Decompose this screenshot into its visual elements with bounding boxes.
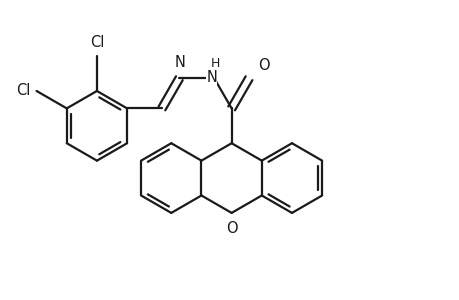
Text: N: N [206,70,217,85]
Text: H: H [210,56,219,70]
Text: Cl: Cl [16,83,30,98]
Text: N: N [174,55,185,70]
Text: O: O [257,58,269,74]
Text: Cl: Cl [90,35,104,50]
Text: O: O [225,221,237,236]
